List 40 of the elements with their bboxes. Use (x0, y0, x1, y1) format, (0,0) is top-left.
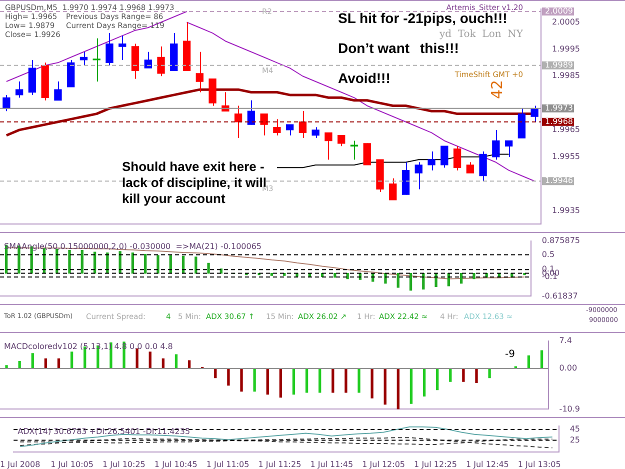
y-tick-label: 0.5 (542, 250, 555, 259)
x-tick-label: 1 Jul 11:25 (258, 460, 302, 469)
ref-line-label: 1.9989 (545, 60, 574, 70)
x-tick-label: 1 Jul 10:05 (50, 460, 94, 469)
ref-line-label: 1.9946 (545, 176, 574, 186)
y-tick-label: -0.61837 (542, 291, 578, 300)
y-tick-label: 45 (570, 424, 580, 434)
ref-line-label: 2.0009 (545, 6, 574, 16)
x-tick-label: 1 Jul 13:05 (518, 460, 561, 469)
y-tick-label: 1.9985 (552, 71, 580, 80)
ref-line-label: 1.9968 (545, 116, 574, 126)
annotation: 42 (488, 80, 506, 99)
x-tick-label: 1 Jul 12:25 (414, 460, 457, 469)
x-tick-label: 1 Jul 12:45 (466, 460, 509, 469)
y-tick-label: 1.9965 (552, 125, 580, 134)
y-tick-label: 0.00 (559, 364, 578, 373)
annotation: Avoid!!! (338, 70, 390, 86)
annotation: -9 (505, 349, 515, 360)
x-tick-label: 1 Jul 11:05 (206, 460, 250, 469)
chart-title: ADX(14) 30.6783 +DI:26.5401 -DI:11.4235 (18, 426, 190, 436)
y-tick-label: 7.4 (559, 336, 572, 345)
y-tick-label: 2.0005 (552, 17, 580, 26)
y-tick-label: 1.9995 (552, 44, 580, 54)
annotation: Don’t want (338, 40, 410, 56)
annotation: Should have exit here - (122, 159, 264, 174)
ref-line-label: 1.9973 (545, 104, 574, 112)
x-tick-label: 1 Jul 10:45 (154, 460, 198, 469)
y-tick-label: 1.9955 (552, 152, 580, 161)
x-tick-label: 1 Jul 10:25 (102, 460, 146, 469)
annotation: kill your account (122, 191, 226, 206)
y-tick-label: 0.875875 (542, 236, 580, 245)
x-tick-label: 1 Jul 11:45 (310, 460, 354, 469)
y-tick-label: -10.9 (559, 404, 580, 414)
annotation: yd Tok Lon NY (438, 29, 524, 40)
annotation: this!!! (420, 40, 459, 56)
x-tick-label: 1 Jul 2008 (0, 460, 40, 469)
annotation: SL hit for -21pips, ouch!!! (338, 10, 508, 26)
y-tick-label: 1.9935 (552, 206, 580, 215)
y-tick-label: 25 (570, 435, 580, 444)
x-tick-label: 1 Jul 12:05 (362, 460, 406, 469)
